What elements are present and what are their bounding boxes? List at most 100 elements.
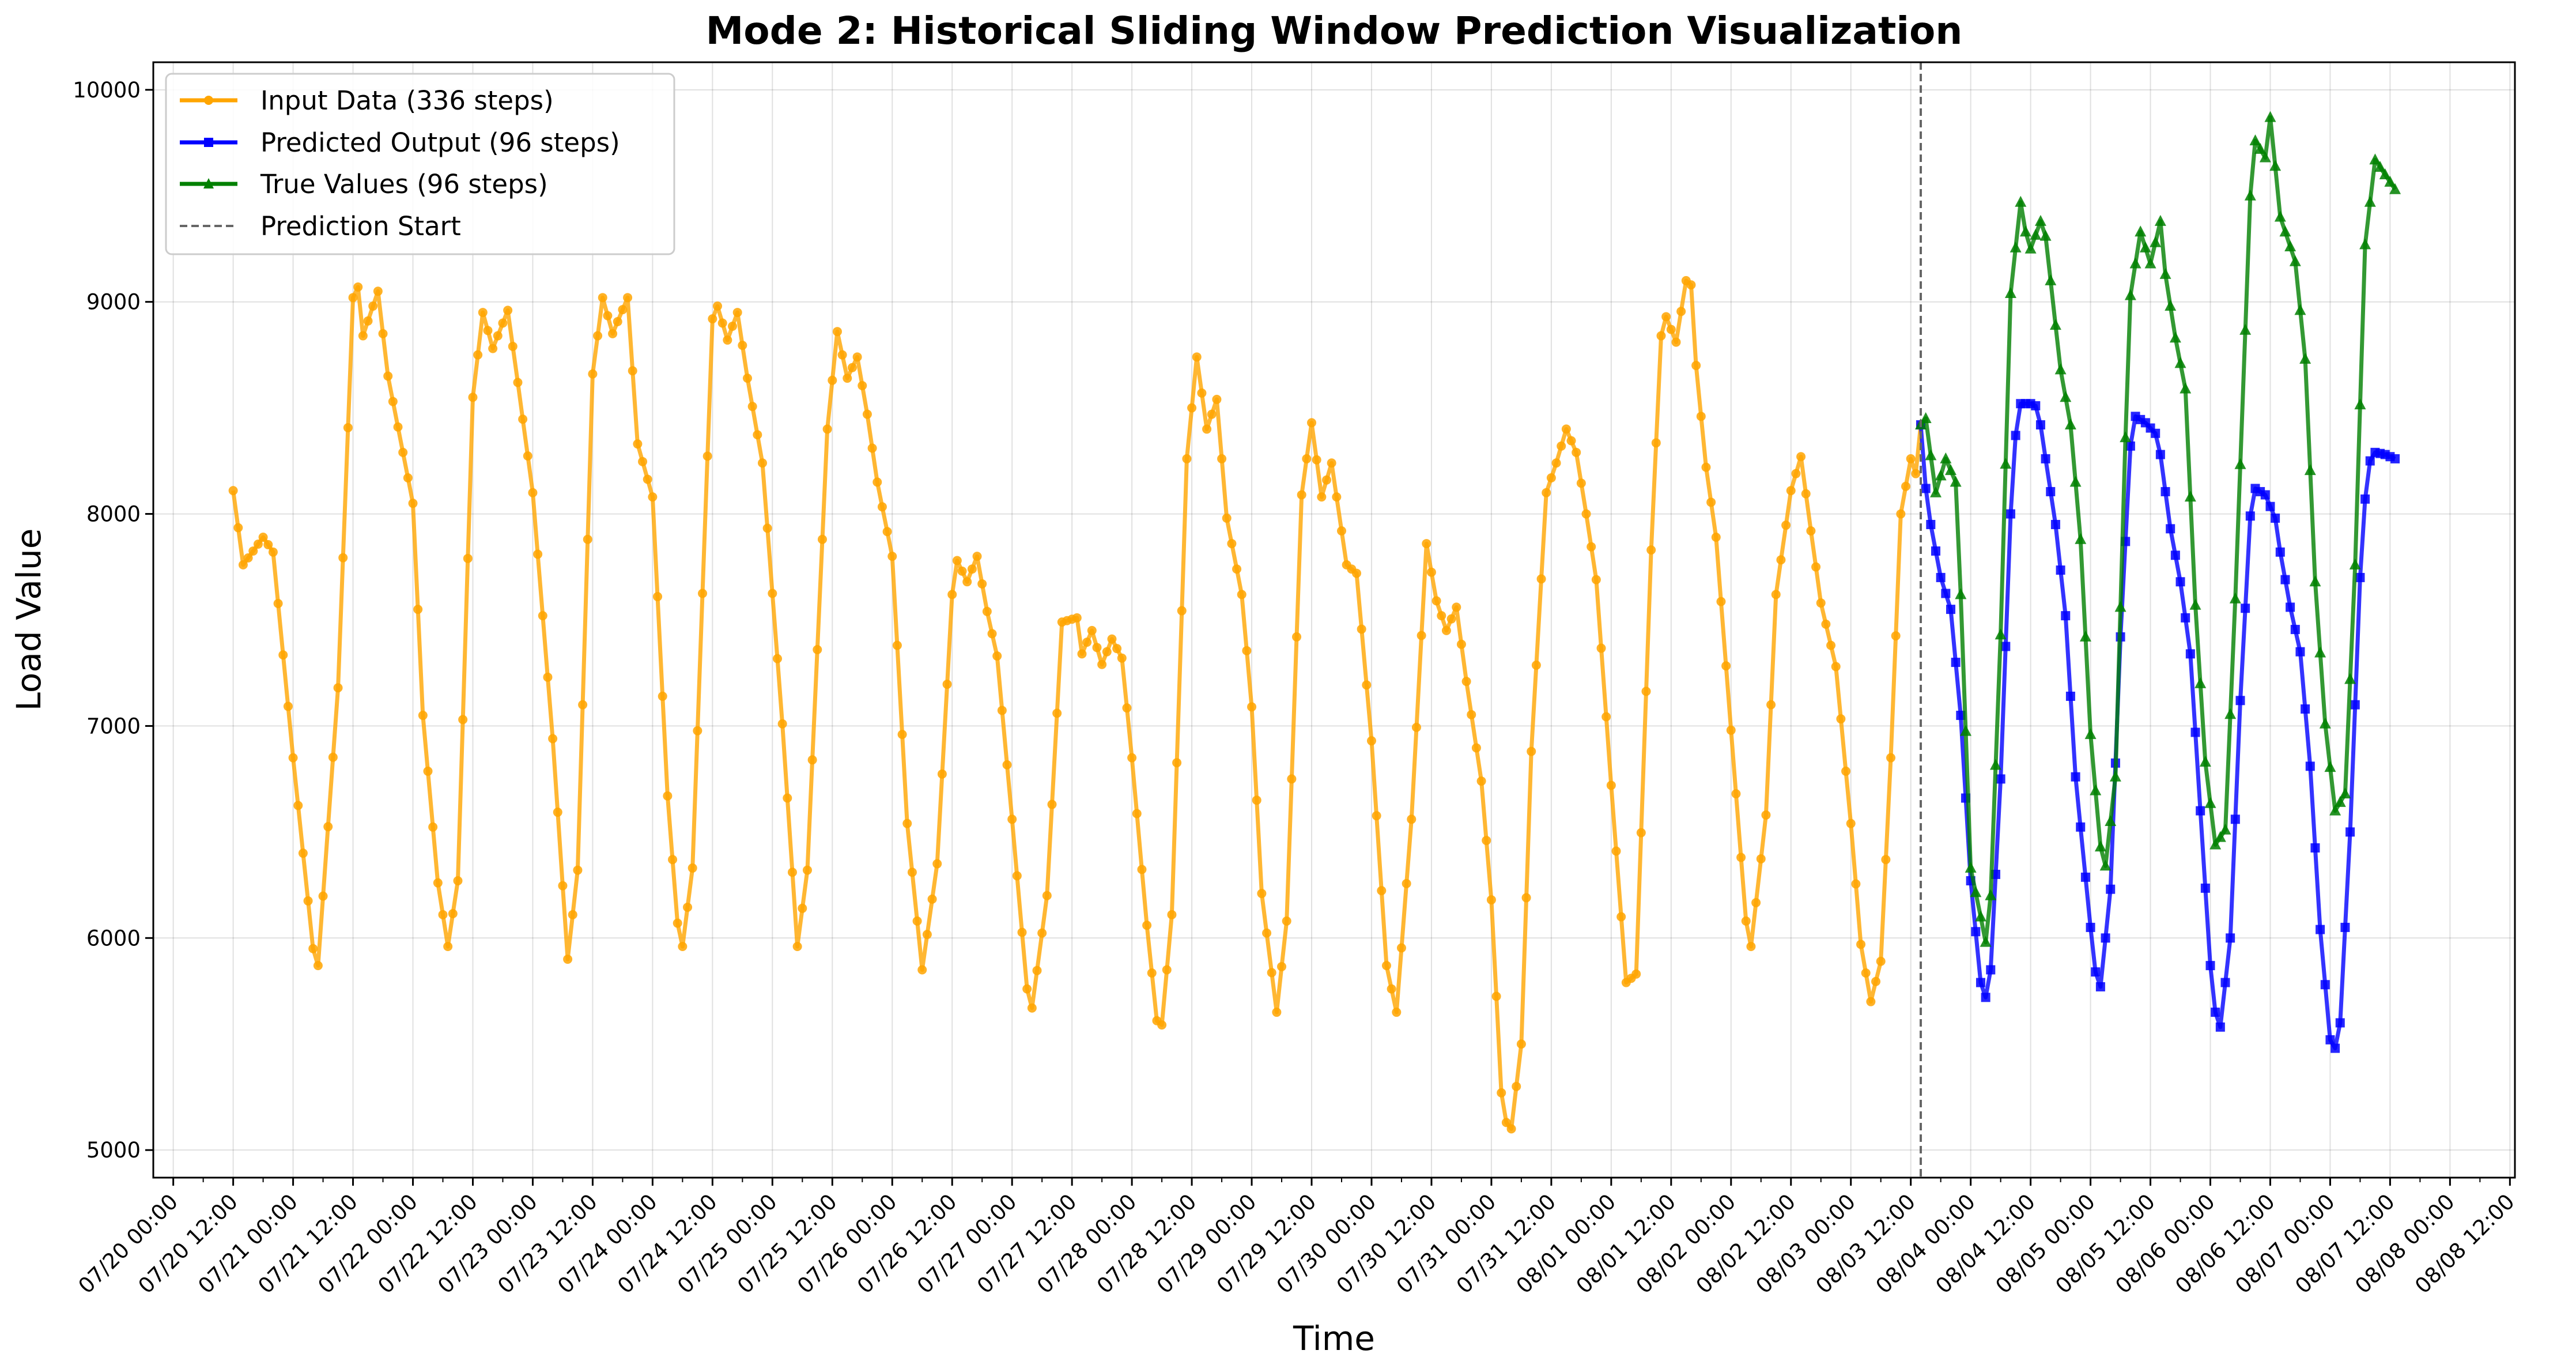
data-point xyxy=(2181,613,2190,623)
data-point xyxy=(1461,677,1471,687)
data-point xyxy=(1207,409,1217,419)
data-point xyxy=(2349,558,2361,570)
data-point xyxy=(1731,789,1741,799)
data-point xyxy=(1022,984,1032,994)
data-point xyxy=(728,321,738,331)
data-point xyxy=(1366,736,1376,746)
data-point xyxy=(428,822,438,832)
data-point xyxy=(1716,597,1726,606)
data-point xyxy=(2094,840,2106,852)
data-point xyxy=(233,523,243,533)
data-point xyxy=(2054,363,2067,375)
data-point xyxy=(473,350,483,360)
data-point xyxy=(1512,1081,1521,1091)
data-point xyxy=(1362,680,1372,690)
data-point xyxy=(2215,1022,2225,1032)
data-point xyxy=(1372,811,1381,821)
data-point xyxy=(2389,183,2401,194)
data-point xyxy=(573,865,583,875)
data-point xyxy=(1087,625,1097,635)
data-point xyxy=(2019,225,2031,237)
data-point xyxy=(847,363,857,372)
data-point xyxy=(2049,319,2061,330)
data-point xyxy=(1989,759,2001,770)
series-input xyxy=(228,276,1926,1134)
data-point xyxy=(2259,151,2271,163)
data-point xyxy=(1097,659,1107,669)
data-point xyxy=(2301,704,2310,714)
data-point xyxy=(872,477,882,487)
data-point xyxy=(1856,940,1866,949)
data-point xyxy=(1402,878,1411,888)
data-point xyxy=(2211,1008,2220,1017)
data-point xyxy=(2189,598,2201,610)
data-point xyxy=(2379,168,2391,179)
data-point xyxy=(892,640,902,650)
data-point xyxy=(563,955,573,964)
data-point xyxy=(513,378,523,387)
data-point xyxy=(747,402,757,412)
data-point xyxy=(1426,567,1436,577)
data-point xyxy=(832,327,842,337)
data-point xyxy=(2154,214,2166,226)
data-point xyxy=(693,726,702,736)
data-point xyxy=(1616,912,1626,922)
data-point xyxy=(702,451,712,461)
data-point xyxy=(862,409,872,419)
data-point xyxy=(1636,828,1646,838)
data-point xyxy=(2214,831,2226,842)
data-point xyxy=(383,371,393,381)
data-point xyxy=(633,439,643,449)
data-point xyxy=(2219,823,2231,835)
data-point xyxy=(2245,511,2255,521)
data-point xyxy=(1072,613,1082,623)
series-predicted xyxy=(1916,399,2400,1053)
data-point xyxy=(897,730,907,740)
data-point xyxy=(1761,810,1771,820)
legend-label-true: True Values (96 steps) xyxy=(260,169,548,199)
data-point xyxy=(1601,712,1611,722)
series-line-true xyxy=(1919,115,2397,945)
data-point xyxy=(2199,755,2211,767)
data-point xyxy=(418,711,428,721)
data-point xyxy=(2170,550,2180,560)
data-point xyxy=(1267,968,1276,978)
data-point xyxy=(1866,997,1876,1006)
legend-item-true: True Values (96 steps) xyxy=(180,169,548,199)
data-point xyxy=(623,293,633,303)
data-point xyxy=(1117,653,1127,663)
data-point xyxy=(1122,703,1132,713)
data-point xyxy=(1741,916,1751,926)
data-point xyxy=(2384,175,2396,187)
data-point xyxy=(1861,968,1871,978)
data-point xyxy=(1746,942,1756,952)
data-point xyxy=(2079,630,2091,642)
data-point xyxy=(1950,476,1962,487)
series-line-predicted xyxy=(1918,401,2396,1051)
data-point xyxy=(328,752,338,762)
data-point xyxy=(1027,1003,1037,1013)
data-point xyxy=(2269,160,2282,171)
data-point xyxy=(1591,575,1601,584)
data-point xyxy=(1955,588,1967,599)
data-point xyxy=(1182,454,1192,463)
data-point xyxy=(2286,602,2295,612)
data-point xyxy=(1791,469,1801,478)
data-point xyxy=(2339,787,2351,799)
x-axis-label: Time xyxy=(1293,1319,1375,1358)
data-point xyxy=(1671,337,1681,347)
data-point xyxy=(643,474,652,484)
data-point xyxy=(2290,625,2300,635)
data-point xyxy=(1411,722,1421,732)
data-point xyxy=(1766,700,1776,710)
data-point xyxy=(1951,658,1961,667)
data-point xyxy=(298,848,308,858)
data-point xyxy=(1926,519,1936,529)
data-point xyxy=(478,308,488,318)
data-point xyxy=(1197,388,1207,398)
data-point xyxy=(393,422,403,432)
data-point xyxy=(2010,241,2022,252)
data-point xyxy=(1596,643,1606,653)
data-point xyxy=(1806,526,1816,535)
data-point xyxy=(2314,646,2326,658)
